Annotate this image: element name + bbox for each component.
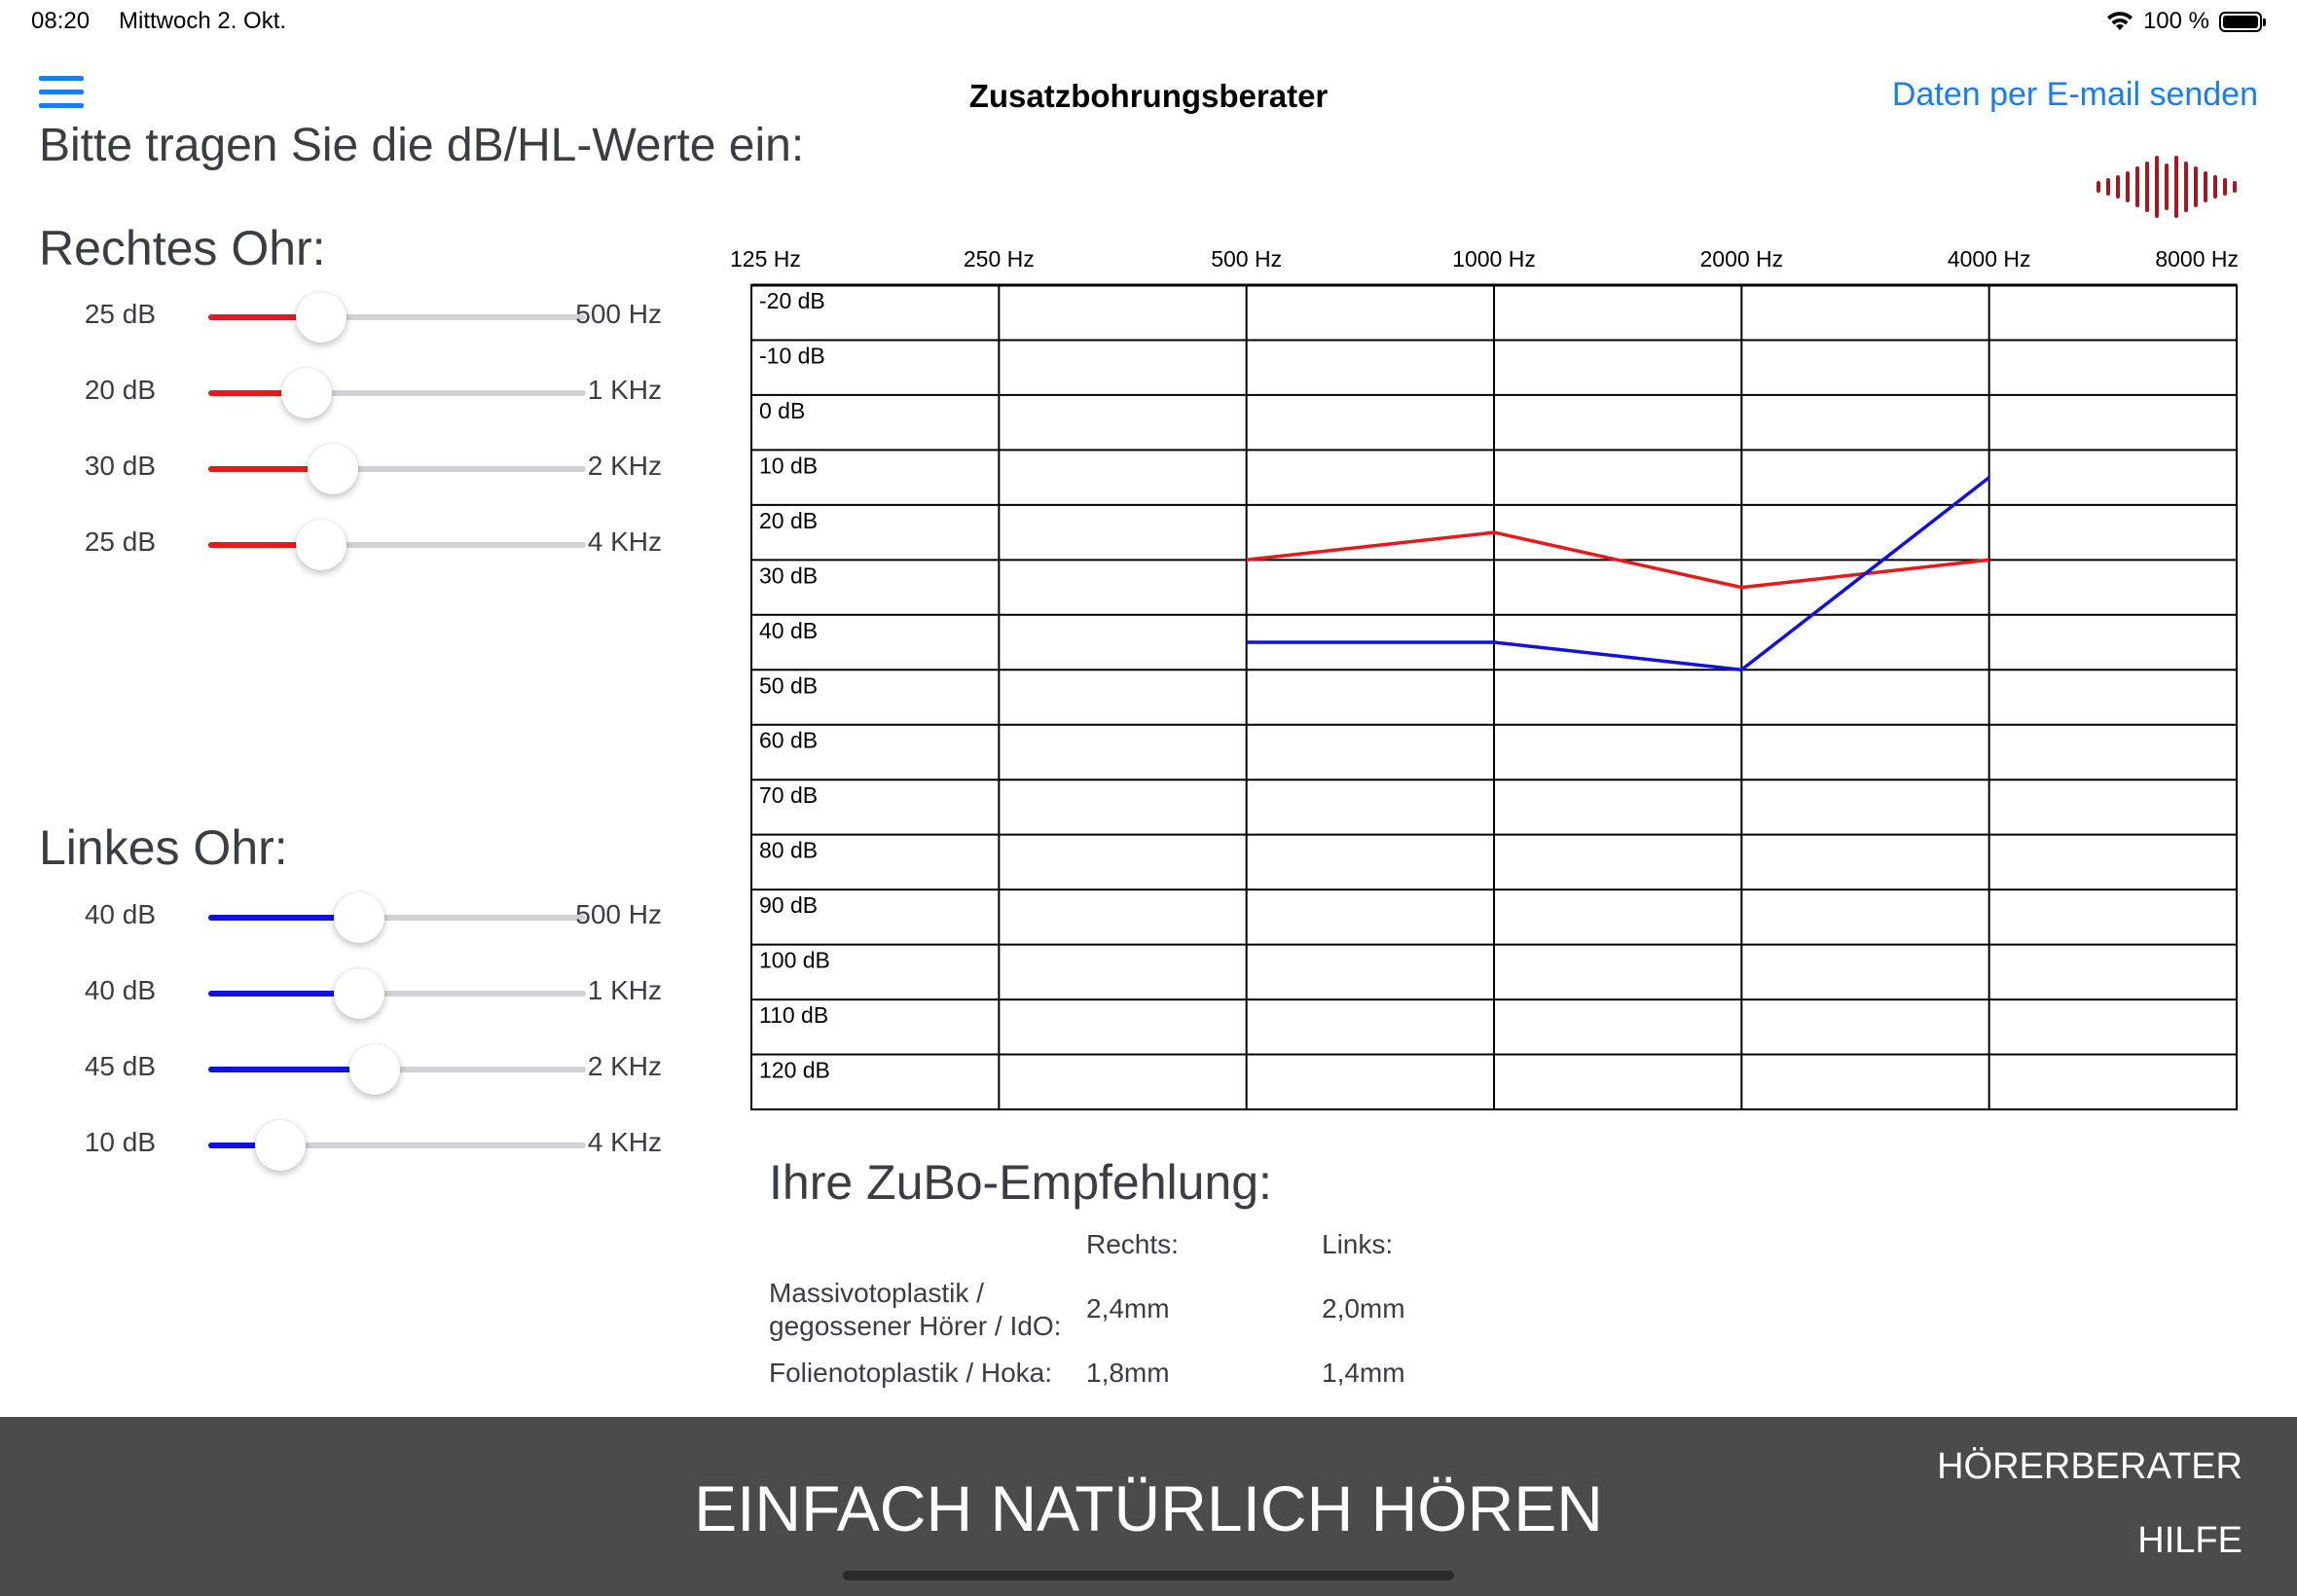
battery-percent: 100 % (2142, 8, 2209, 34)
status-indicators: 100 % (2106, 8, 2266, 35)
x-tick-label: 4000 Hz (1948, 246, 2031, 272)
left-ear-slider-row: 40 dB 500 Hz (39, 891, 662, 943)
x-tick-label: 8000 Hz (2155, 246, 2239, 272)
right-ear-slider[interactable] (208, 444, 586, 494)
x-tick-label: 250 Hz (964, 246, 1035, 272)
left-ear-slider-thumb[interactable] (334, 892, 385, 943)
left-ear-slider[interactable] (208, 968, 586, 1019)
left-ear-slider-frequency: 500 Hz (575, 899, 662, 929)
right-ear-slider[interactable] (208, 520, 586, 570)
left-ear-slider-value: 45 dB (84, 1051, 156, 1081)
left-ear-slider-value: 10 dB (84, 1127, 156, 1157)
x-tick-label: 500 Hz (1211, 246, 1282, 272)
battery-icon (2219, 11, 2266, 32)
y-tick-label: 60 dB (759, 728, 818, 753)
status-date: Mittwoch 2. Okt. (119, 8, 287, 34)
value-right-massivotoplastik: 2,4mm (1086, 1293, 1170, 1324)
right-ear-slider-value: 25 dB (84, 526, 156, 557)
y-tick-label: 70 dB (759, 782, 818, 808)
row-label-folienotoplastik: Folienotoplastik / Hoka: (769, 1358, 1053, 1388)
right-ear-slider-row: 25 dB 4 KHz (39, 519, 662, 570)
y-tick-label: 80 dB (759, 838, 818, 863)
left-ear-slider[interactable] (208, 1120, 586, 1171)
x-tick-label: 2000 Hz (1699, 246, 1783, 272)
right-ear-slider-fill (208, 466, 334, 472)
hilfe-button[interactable]: HILFE (2137, 1520, 2242, 1561)
left-ear-title: Linkes Ohr: (39, 820, 288, 875)
value-left-folienotoplastik: 1,4mm (1322, 1358, 1405, 1388)
x-tick-label: 125 Hz (730, 246, 801, 272)
right-ear-slider-thumb[interactable] (296, 292, 347, 343)
left-ear-slider-row: 45 dB 2 KHz (39, 1043, 662, 1095)
right-ear-slider-frequency: 1 KHz (587, 375, 662, 405)
right-ear-slider-frequency: 500 Hz (575, 299, 662, 329)
y-tick-label: 90 dB (759, 892, 818, 918)
left-ear-slider[interactable] (208, 892, 586, 943)
right-ear-slider-fill (208, 390, 307, 396)
y-tick-label: 50 dB (759, 672, 818, 698)
y-tick-label: 20 dB (759, 508, 818, 533)
left-ear-slider-frequency: 2 KHz (587, 1051, 662, 1081)
send-email-button[interactable]: Daten per E-mail senden (1891, 76, 2258, 113)
right-ear-slider[interactable] (208, 292, 586, 343)
right-ear-slider-thumb[interactable] (280, 368, 332, 418)
left-ear-slider-thumb[interactable] (348, 1044, 400, 1095)
y-tick-label: -10 dB (759, 343, 825, 368)
right-ear-slider-fill (208, 314, 322, 320)
y-tick-label: 100 dB (759, 948, 830, 973)
right-ear-slider-fill (208, 542, 322, 548)
left-ear-slider-fill (208, 1067, 375, 1072)
right-ear-slider-row: 20 dB 1 KHz (39, 367, 662, 418)
right-ear-slider-row: 25 dB 500 Hz (39, 291, 662, 343)
left-ear-slider-thumb[interactable] (334, 968, 385, 1019)
instruction-text: Bitte tragen Sie die dB/HL-Werte ein: (39, 120, 805, 171)
row-label-massivotoplastik: Massivotoplastik / gegossener Hörer / Id… (769, 1278, 1062, 1341)
recommendation-title: Ihre ZuBo-Empfehlung: (769, 1155, 1272, 1210)
wifi-icon (2106, 12, 2133, 30)
left-ear-slider-frequency: 4 KHz (587, 1127, 662, 1157)
right-ear-slider-thumb[interactable] (296, 520, 347, 570)
left-ear-slider-row: 10 dB 4 KHz (39, 1119, 662, 1171)
right-ear-slider[interactable] (208, 368, 586, 418)
right-ear-title: Rechtes Ohr: (39, 221, 326, 275)
column-header-right: Rechts: (1086, 1229, 1179, 1259)
sound-wave-logo-icon (2096, 156, 2237, 218)
audiogram-chart: 125 Hz 250 Hz 500 Hz 1000 Hz 2000 Hz 4000 Hz 8… (730, 246, 2239, 1110)
right-ear-slider-thumb[interactable] (308, 444, 359, 494)
right-ear-slider-row: 30 dB 2 KHz (39, 443, 662, 494)
left-ear-slider-fill (208, 915, 360, 921)
hamburger-menu-icon[interactable] (39, 76, 84, 109)
y-tick-label: 40 dB (759, 618, 818, 643)
left-ear-slider-fill (208, 1143, 280, 1148)
left-ear-slider[interactable] (208, 1044, 586, 1095)
right-ear-slider-value: 30 dB (84, 451, 156, 481)
left-ear-series-line (1246, 476, 1990, 672)
left-ear-slider-value: 40 dB (84, 899, 156, 929)
y-tick-label: 0 dB (759, 398, 805, 423)
y-tick-label: 110 dB (759, 1002, 828, 1028)
right-ear-slider-frequency: 2 KHz (587, 451, 662, 481)
y-tick-label: 10 dB (759, 453, 818, 478)
x-tick-label: 1000 Hz (1452, 246, 1536, 272)
left-ear-slider-thumb[interactable] (254, 1120, 306, 1171)
left-ear-slider-frequency: 1 KHz (587, 975, 662, 1005)
value-left-massivotoplastik: 2,0mm (1322, 1293, 1405, 1324)
value-right-folienotoplastik: 1,8mm (1086, 1358, 1170, 1388)
left-ear-slider-row: 40 dB 1 KHz (39, 967, 662, 1019)
y-tick-label: 30 dB (759, 562, 818, 588)
slogan: EINFACH NATÜRLICH HÖREN (694, 1472, 1603, 1544)
status-time: 08:20 (31, 8, 91, 34)
column-header-left: Links: (1322, 1229, 1394, 1259)
y-tick-label: 120 dB (759, 1058, 830, 1083)
y-tick-label: -20 dB (759, 288, 825, 313)
home-indicator[interactable] (843, 1571, 1454, 1580)
footer-bar (0, 1417, 2297, 1596)
right-ear-slider-value: 25 dB (84, 299, 156, 329)
right-ear-slider-value: 20 dB (84, 375, 156, 405)
right-ear-slider-frequency: 4 KHz (587, 526, 662, 557)
hoererberater-button[interactable]: HÖRERBERATER (1937, 1446, 2242, 1487)
left-ear-slider-value: 40 dB (84, 975, 156, 1005)
left-ear-slider-fill (208, 991, 360, 997)
